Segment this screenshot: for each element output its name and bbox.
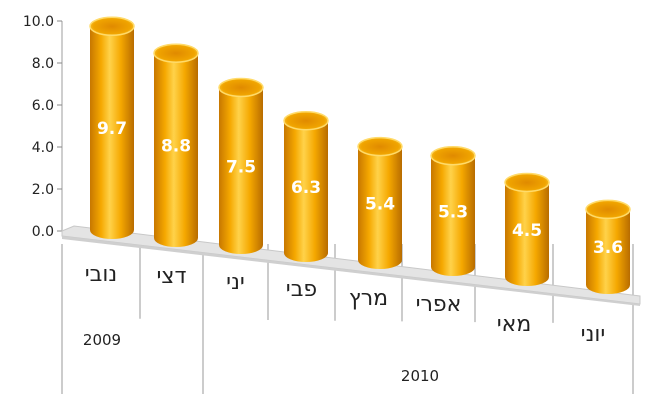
bar-value-label: 6.3	[291, 178, 321, 198]
bar	[430, 145, 476, 276]
axes-group: 0.0 2.0 4.0 6.0 8.0 10.0	[23, 14, 634, 394]
bar-value-label: 5.4	[365, 194, 395, 214]
chart-floor	[61, 225, 641, 305]
bar-body	[154, 53, 198, 248]
bar-top	[585, 199, 631, 220]
category-label: מאי	[497, 312, 532, 337]
bar-body	[219, 87, 263, 254]
y-tick-label: 8.0	[32, 56, 54, 72]
y-tick-label: 4.0	[32, 140, 54, 156]
bar	[357, 136, 403, 269]
bar-value-label: 7.5	[226, 157, 256, 177]
bar-body	[284, 120, 328, 262]
bar-body	[431, 155, 475, 276]
year-group-label: 2009	[83, 331, 121, 349]
bar-body	[505, 182, 549, 286]
bar-top	[89, 16, 135, 37]
bar-value-label: 9.7	[97, 119, 127, 139]
year-group-label: 2010	[401, 367, 439, 385]
floor-group	[61, 225, 641, 306]
y-tick-label: 10.0	[23, 14, 54, 30]
bar-body	[358, 146, 402, 269]
bar-top	[430, 145, 476, 166]
bar	[283, 110, 329, 262]
bars-group	[89, 16, 631, 294]
y-tick-label: 0.0	[32, 224, 54, 240]
floor-edge	[62, 236, 640, 306]
bar-value-label: 4.5	[512, 221, 542, 241]
y-tick-label: 2.0	[32, 182, 54, 198]
bar-body	[90, 26, 134, 239]
category-label: יוני	[581, 322, 606, 347]
category-label: נובי	[85, 262, 117, 287]
labels-group: 9.7 8.8 7.5 6.3 5.4 5.3 4.5 3.6 נובי דצי יני פבי מרץ…	[83, 119, 623, 385]
category-label: פבי	[286, 277, 317, 302]
bar-top	[218, 77, 264, 98]
bar-value-label: 3.6	[593, 238, 623, 258]
category-label: אפרי	[416, 292, 462, 317]
category-label: מרץ	[349, 286, 388, 311]
bar-value-label: 8.8	[161, 137, 191, 157]
bar	[153, 43, 199, 248]
bar-top	[283, 110, 329, 131]
y-tick-label: 6.0	[32, 98, 54, 114]
category-label: דצי	[157, 264, 187, 289]
bar	[504, 172, 550, 286]
bar-top	[504, 172, 550, 193]
bar-body	[586, 209, 630, 294]
category-label: יני	[226, 270, 245, 295]
bar-value-label: 5.3	[438, 202, 468, 222]
bar	[218, 77, 264, 254]
bar	[89, 16, 135, 239]
bar-top	[357, 136, 403, 157]
bar	[585, 199, 631, 294]
bar-top	[153, 43, 199, 63]
